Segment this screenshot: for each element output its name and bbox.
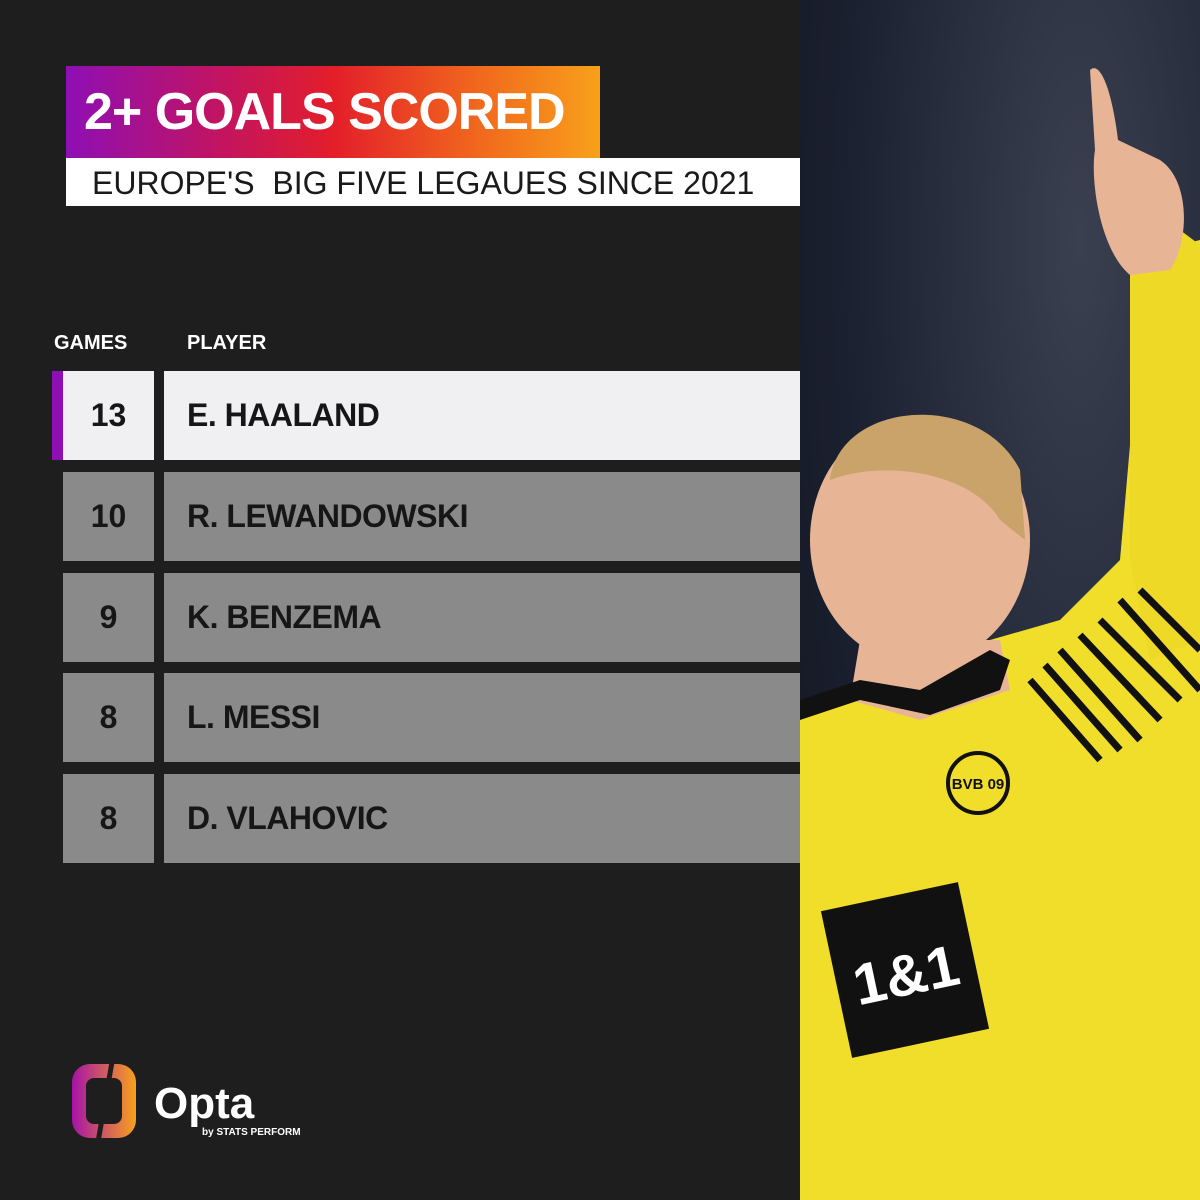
- table-row: 10 R. LEWANDOWSKI: [52, 472, 800, 561]
- table-row: 8 D. VLAHOVIC: [52, 774, 800, 863]
- table-row: 13 E. HAALAND: [52, 371, 800, 460]
- highlight-bar: [52, 371, 63, 460]
- player-cell: R. LEWANDOWSKI: [164, 472, 800, 561]
- games-cell: 9: [63, 573, 154, 662]
- title: 2+ GOALS SCORED: [66, 66, 600, 158]
- header-player: PLAYER: [187, 332, 267, 354]
- subtitle: EUROPE'S BIG FIVE LEGAUES SINCE 2021: [66, 158, 815, 206]
- table-row: 8 L. MESSI: [52, 673, 800, 762]
- player-photo: BVB 09 1&1: [800, 0, 1200, 1200]
- player-illustration: BVB 09 1&1: [800, 68, 1200, 1200]
- bvb-badge: [946, 751, 1010, 815]
- games-cell: 13: [63, 371, 154, 460]
- player-cell: E. HAALAND: [164, 371, 800, 460]
- player-cell: L. MESSI: [164, 673, 800, 762]
- games-cell: 8: [63, 774, 154, 863]
- logo-tagline: by STATS PERFORM: [202, 1127, 301, 1138]
- table-row: 9 K. BENZEMA: [52, 573, 800, 662]
- sponsor-logo: 1&1: [820, 882, 990, 1058]
- opta-logo: Opta by STATS PERFORM: [72, 1061, 312, 1147]
- header-games: GAMES: [54, 332, 128, 354]
- logo-name: Opta: [154, 1079, 255, 1128]
- player-cell: D. VLAHOVIC: [164, 774, 800, 863]
- player-cell: K. BENZEMA: [164, 573, 800, 662]
- games-cell: 10: [63, 472, 154, 561]
- games-cell: 8: [63, 673, 154, 762]
- badge-text: BVB 09: [952, 776, 1005, 793]
